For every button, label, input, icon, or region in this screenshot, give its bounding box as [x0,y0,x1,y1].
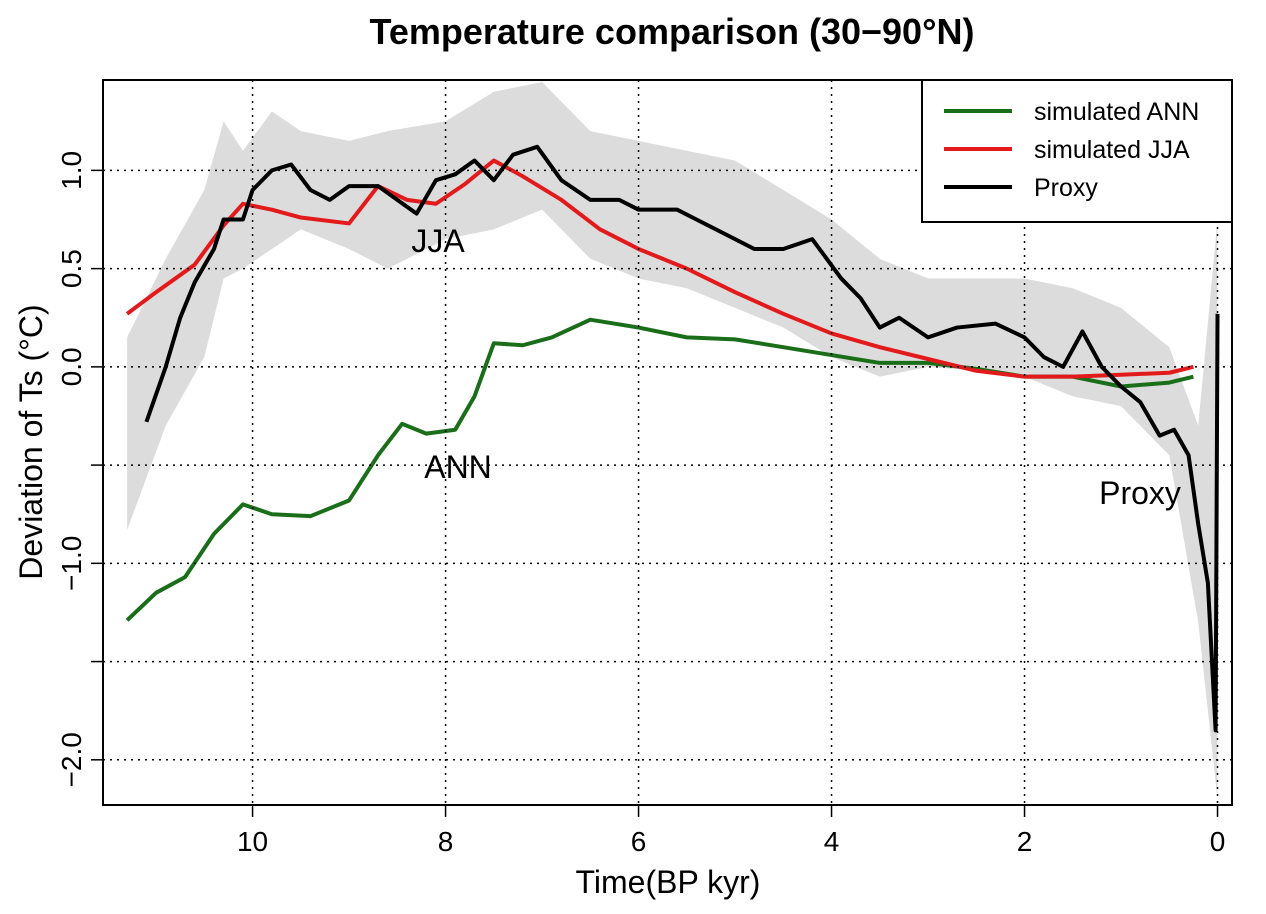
x-tick-label: 10 [237,826,268,857]
y-axis-label: Deviation of Ts (°C) [13,304,49,579]
plot-frame [102,79,1233,806]
legend-label: Proxy [1034,174,1098,202]
y-tick-label: 0.5 [56,249,87,288]
annotation: ANN [424,449,492,485]
x-tick-label: 4 [824,826,840,857]
y-tick-label: 0.0 [56,347,87,386]
x-axis-label: Time(BP kyr) [576,864,761,900]
y-tick-label: −1.0 [56,536,87,591]
annotation: JJA [411,223,465,259]
legend-label: simulated ANN [1034,98,1199,126]
legend-label: simulated JJA [1034,136,1190,164]
annotation: Proxy [1099,475,1181,511]
legend: simulated ANN simulated JJA Proxy [921,79,1233,223]
y-tick-label: 1.0 [56,151,87,190]
line-series [144,144,1220,733]
uncertainty-band [127,81,1218,800]
line-series [125,158,1194,379]
x-tick-label: 8 [438,826,454,857]
chart-title: Temperature comparison (30−90°N) [370,11,975,52]
plot-area [125,81,1220,800]
x-tick-label: 2 [1017,826,1033,857]
x-tick-label: 6 [631,826,647,857]
x-tick-label: 0 [1210,826,1226,857]
y-tick-label: −2.0 [56,732,87,787]
